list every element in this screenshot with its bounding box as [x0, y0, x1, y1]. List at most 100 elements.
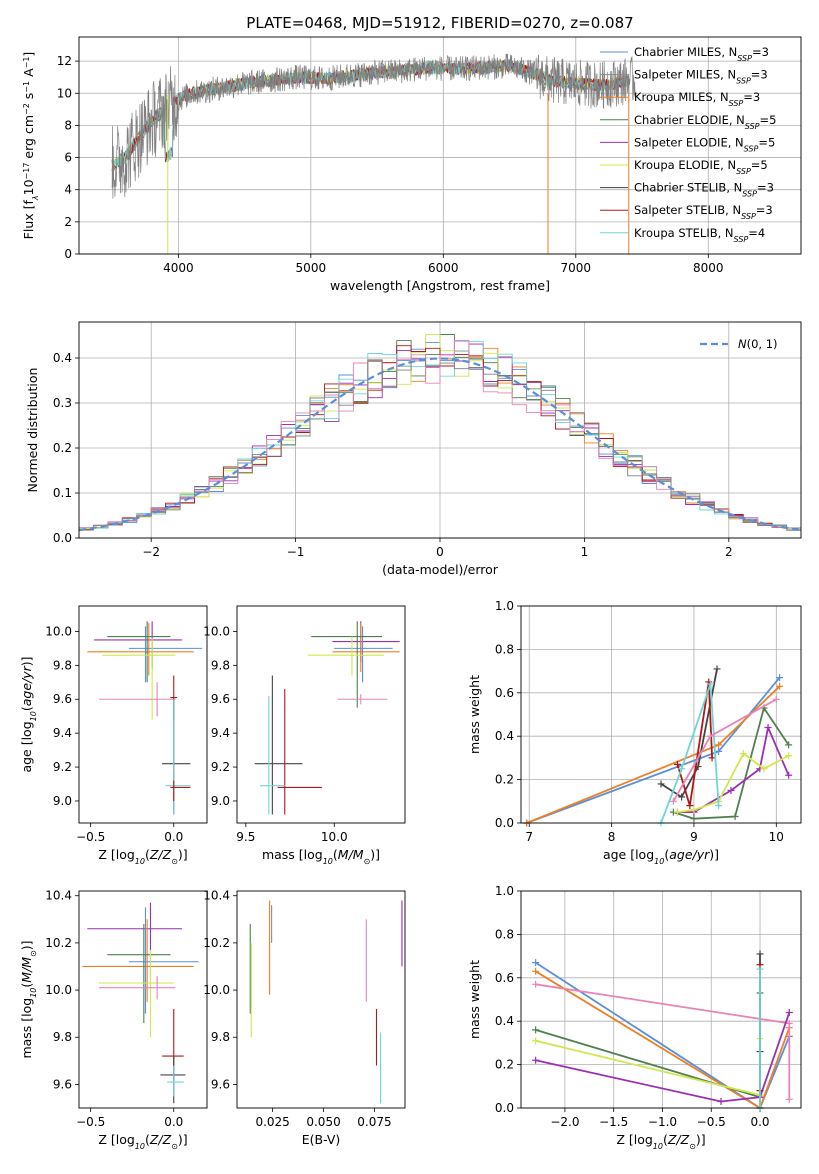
- y-tick-label: 0.8: [495, 927, 514, 941]
- mass-weight-marker: [776, 682, 784, 690]
- legend-entry: Kroupa MILES, NSSP=3: [634, 90, 760, 108]
- mass-weight-marker: [772, 695, 780, 703]
- y-tick-label: 6: [64, 151, 72, 165]
- legend-entry: Kroupa ELODIE, NSSP=5: [634, 158, 768, 176]
- mass-weight-marker: [715, 802, 723, 810]
- mass-weight-marker: [532, 967, 540, 975]
- mass-weight-marker: [532, 980, 540, 988]
- x-tick-label: 0.075: [357, 1115, 391, 1129]
- mass_vs_Z-axes: −0.5 0.0 9.6 9.8 10.0 10.2 10.4 Z [log10(Z/Z⊙)]…: [19, 889, 208, 1151]
- mass-weight-marker: [715, 747, 723, 755]
- mass-weight-marker: [657, 780, 665, 788]
- age_vs_mass-axes: 9.5 10.0 9.0 9.2 9.4 9.6 9.8 10.0 mass [log10(M/…: [203, 605, 406, 866]
- y-tick-label: 1.0: [495, 884, 514, 898]
- y-tick-label: 0.4: [495, 1014, 514, 1028]
- x-tick-label: 8000: [693, 261, 724, 275]
- y-tick-label: 10.0: [45, 983, 72, 997]
- x-tick-label: −1.0: [648, 1115, 677, 1129]
- x-tick-label: −0.5: [76, 1115, 105, 1129]
- y-tick-label: 0.2: [53, 441, 72, 455]
- x-axis-label: (data-model)/error: [382, 562, 499, 577]
- y-tick-label: 9.0: [211, 794, 230, 808]
- x-tick-label: 9: [690, 830, 698, 844]
- y-axis-label: mass [log10(M/M⊙)]: [19, 940, 38, 1058]
- x-tick-label: 0.050: [306, 1115, 340, 1129]
- spectrum-axes: 4000 5000 6000 7000 8000 0 2 4 6 8 10 12 wavelength …: [21, 36, 802, 293]
- mass-weight-line: [526, 685, 781, 823]
- mass-weight-marker: [532, 1037, 540, 1045]
- mass-weight-marker: [706, 680, 714, 688]
- x-tick-label: 10: [769, 830, 784, 844]
- y-tick-label: 9.4: [211, 726, 230, 740]
- x-axis-label: age [log10(age/yr)]: [603, 847, 719, 866]
- observed-spectrum-line: [111, 53, 636, 199]
- x-tick-label: 8: [608, 830, 616, 844]
- mass-weight-line: [660, 668, 718, 799]
- axes-frame: [78, 605, 208, 824]
- x-axis-label: Z [log10(Z/Z⊙)]: [98, 1132, 187, 1151]
- y-tick-label: 9.2: [211, 760, 230, 774]
- legend-entry: Chabrier ELODIE, NSSP=5: [634, 113, 776, 131]
- x-tick-label: −2.0: [550, 1115, 579, 1129]
- figure-title: PLATE=0468, MJD=51912, FIBERID=0270, z=0…: [246, 14, 633, 32]
- x-axis-label: wavelength [Angstrom, rest frame]: [330, 278, 550, 293]
- axes-frame: [236, 605, 406, 824]
- mass-weight-marker: [532, 959, 540, 967]
- y-tick-label: 8: [64, 118, 72, 132]
- mass-weight-marker: [785, 752, 793, 760]
- residual-histogram: [79, 359, 801, 531]
- y-tick-label: 0.2: [495, 1058, 514, 1072]
- mass-weight-marker: [532, 1056, 540, 1064]
- mass-weight-marker: [690, 806, 698, 814]
- y-tick-label: 10.0: [203, 624, 230, 638]
- x-tick-label: 2: [725, 545, 733, 559]
- y-tick-label: 9.2: [53, 760, 72, 774]
- x-axis-label: Z [log10(Z/Z⊙)]: [616, 1132, 705, 1151]
- mass-weight-marker: [785, 771, 793, 779]
- residual-histogram: [79, 339, 801, 531]
- y-tick-label: 9.6: [53, 1077, 72, 1091]
- mass-weight-marker: [785, 1019, 793, 1027]
- mass-weight-marker: [785, 741, 793, 749]
- y-tick-label: 10.2: [45, 936, 72, 950]
- normal-curve: [79, 357, 801, 532]
- mass-weight-marker: [713, 665, 721, 673]
- x-axis-label: E(B-V): [302, 1132, 341, 1147]
- age_vs_Z-axes: −0.5 0.0 9.0 9.2 9.4 9.6 9.8 10.0 Z [log10(Z/Z⊙)…: [19, 605, 208, 866]
- x-tick-label: 0.0: [164, 1115, 183, 1129]
- mass-weight-marker: [669, 797, 677, 805]
- mass-weight-line: [535, 961, 791, 1108]
- residual-histogram: [79, 334, 801, 530]
- y-tick-label: 9.0: [53, 794, 72, 808]
- x-tick-label: 0.0: [750, 1115, 769, 1129]
- mass-weight-line: [526, 677, 781, 823]
- legend-entry: Salpeter STELIB, NSSP=3: [634, 203, 773, 221]
- mass-weight-marker: [727, 786, 735, 794]
- x-tick-label: −0.5: [697, 1115, 726, 1129]
- x-tick-label: 4000: [163, 261, 194, 275]
- y-axis-label: mass weight: [467, 675, 482, 754]
- mass-weight-marker: [715, 741, 723, 749]
- y-tick-label: 0.0: [495, 816, 514, 830]
- y-axis-label: Normed distribution: [25, 368, 40, 493]
- x-tick-label: −1: [287, 545, 305, 559]
- y-tick-label: 0.6: [495, 686, 514, 700]
- residuals-axes: −2 −1 0 1 2 0.0 0.1 0.2 0.3 0.4 (data-model)/error…: [25, 321, 802, 577]
- legend-entry: Chabrier STELIB, NSSP=3: [634, 181, 774, 199]
- x-tick-label: 0.0: [164, 830, 183, 844]
- y-tick-label: 9.6: [211, 1077, 230, 1091]
- x-axis-label: Z [log10(Z/Z⊙)]: [98, 847, 187, 866]
- legend-entry: Chabrier MILES, NSSP=3: [634, 45, 769, 63]
- y-tick-label: 2: [64, 215, 72, 229]
- x-axis-label: mass [log10(M/M⊙)]: [262, 847, 380, 866]
- y-tick-label: 0.8: [495, 642, 514, 656]
- mass-weight-marker: [776, 674, 784, 682]
- y-tick-label: 10.2: [203, 936, 230, 950]
- x-tick-label: 9.5: [236, 830, 255, 844]
- mass-weight-marker: [764, 724, 772, 732]
- mass-weight-marker: [532, 1026, 540, 1034]
- y-tick-label: 0.0: [53, 531, 72, 545]
- mass_vs_ebv-axes: 0.025 0.050 0.075 9.6 9.8 10.0 10.2 10.4 E(B-V): [203, 889, 406, 1147]
- x-tick-label: 7000: [561, 261, 592, 275]
